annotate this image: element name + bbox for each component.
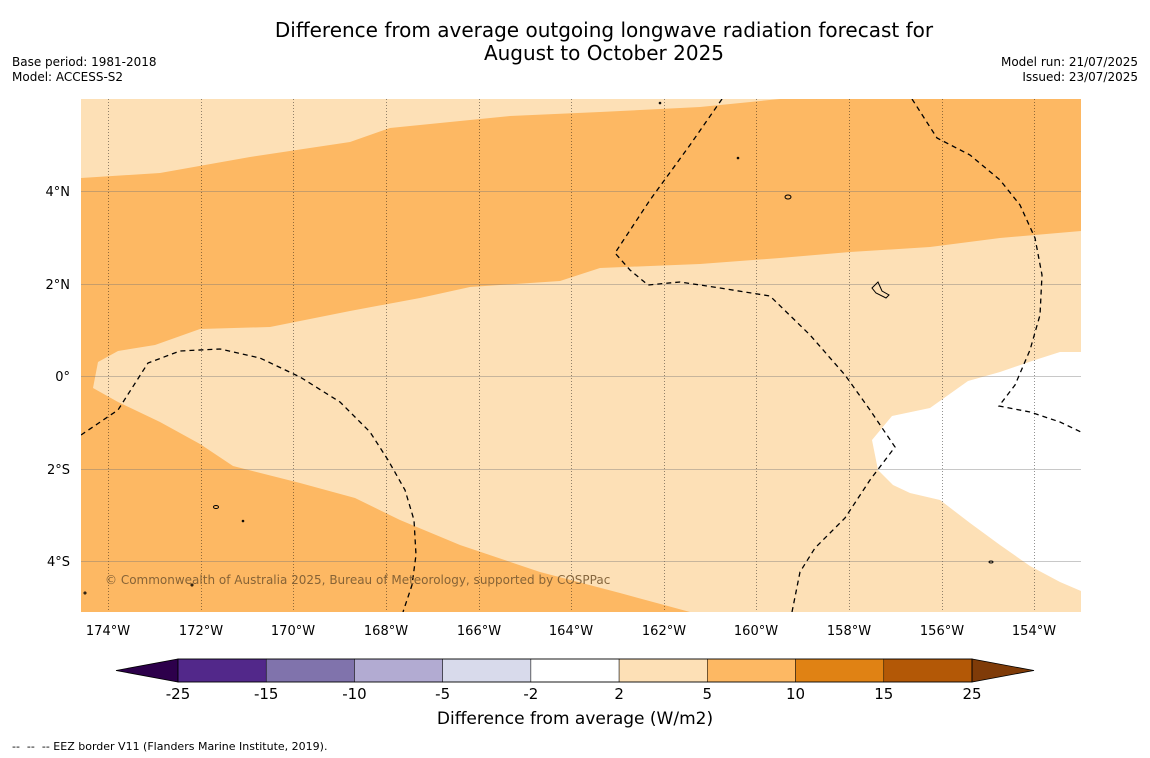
- map-title: Difference from average outgoing longwav…: [0, 19, 1150, 65]
- lon-tick-label: 158°W: [827, 624, 871, 639]
- lon-tick-label: 162°W: [642, 624, 686, 639]
- lat-tick-label: 0°: [55, 370, 70, 385]
- band-5-10-north: [81, 99, 1081, 612]
- lon-tick-label: 170°W: [271, 624, 315, 639]
- colorbar-segment: [618, 658, 708, 683]
- issued-text: Issued: 23/07/2025: [1022, 70, 1138, 84]
- colorbar-tick-label: -25: [166, 685, 191, 703]
- colorbar-segment: [795, 658, 885, 683]
- lon-tick-label: 154°W: [1012, 624, 1056, 639]
- colorbar-tick-labels: -25 -15 -10 -5 -2 2 5 10 15 25: [166, 685, 982, 703]
- model-text: Model: ACCESS-S2: [12, 70, 124, 84]
- title-line-1: Difference from average outgoing longwav…: [274, 18, 934, 42]
- colorbar-segment: [883, 658, 973, 683]
- colorbar-tick-label: -5: [435, 685, 450, 703]
- copyright-text: © Commonwealth of Australia 2025, Bureau…: [105, 573, 610, 587]
- colorbar: [115, 658, 1035, 683]
- legend-title: Difference from average (W/m2): [436, 709, 714, 729]
- colorbar-tick-label: -2: [523, 685, 538, 703]
- colorbar-segment: [177, 658, 267, 683]
- colorbar-over-triangle: [971, 658, 1035, 683]
- colorbar-under-triangle: [115, 658, 179, 683]
- islands: [83, 101, 994, 595]
- lat-tick-label: 2°N: [46, 278, 71, 293]
- title-line-2: August to October 2025: [483, 41, 725, 65]
- lon-tick-label: 166°W: [457, 624, 501, 639]
- lat-tick-labels: 4°N 2°N 0° 2°S 4°S: [46, 185, 71, 570]
- lon-tick-label: 172°W: [179, 624, 223, 639]
- lon-tick-label: 164°W: [549, 624, 593, 639]
- lon-tick-label: 168°W: [364, 624, 408, 639]
- model-run-text: Model run: 21/07/2025: [1000, 55, 1138, 69]
- meta-right: Model run: 21/07/2025 Issued: 23/07/2025: [1001, 55, 1138, 85]
- eez-footnote: -- -- -- EEZ border V11 (Flanders Marine…: [12, 740, 328, 753]
- colorbar-tick-label: 5: [703, 685, 713, 703]
- colorbar-segment: [707, 658, 796, 683]
- lon-tick-label: 160°W: [734, 624, 778, 639]
- colorbar-segment: [354, 658, 443, 683]
- lat-gridlines: [81, 191, 1081, 562]
- lon-tick-label: 174°W: [86, 624, 130, 639]
- lat-tick-label: 2°S: [47, 463, 70, 478]
- lon-tick-labels: 174°W 172°W 170°W 168°W 166°W 164°W 162°…: [86, 624, 1056, 639]
- lon-tick-label: 156°W: [920, 624, 964, 639]
- colorbar-tick-label: 2: [614, 685, 624, 703]
- colorbar-tick-label: -15: [254, 685, 279, 703]
- base-period-text: Base period: 1981-2018: [12, 55, 157, 69]
- colorbar-tick-label: 10: [786, 685, 805, 703]
- colorbar-segment: [442, 658, 532, 683]
- colorbar-tick-label: 15: [874, 685, 893, 703]
- colorbar-segment: [530, 658, 620, 683]
- lat-tick-label: 4°S: [47, 555, 70, 570]
- eez-borders: [81, 99, 1081, 612]
- lat-tick-label: 4°N: [46, 185, 71, 200]
- colorbar-segment: [265, 658, 355, 683]
- colorbar-frame: [177, 658, 973, 683]
- colorbar-tick-label: -10: [342, 685, 367, 703]
- colorbar-tick-label: 25: [962, 685, 981, 703]
- map-area: [81, 99, 1081, 612]
- meta-left: Base period: 1981-2018 Model: ACCESS-S2: [12, 55, 157, 85]
